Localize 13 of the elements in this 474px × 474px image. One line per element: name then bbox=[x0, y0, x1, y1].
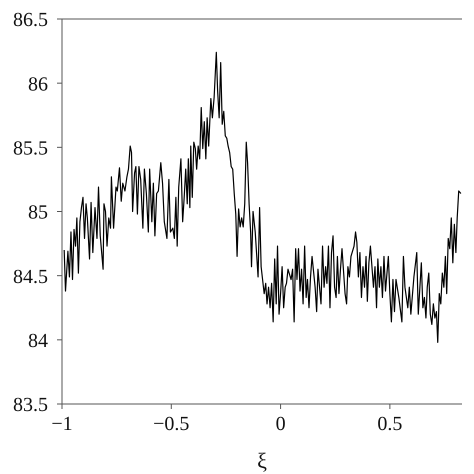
y-tick-label: 84.5 bbox=[13, 266, 48, 288]
y-tick-label: 83.5 bbox=[13, 394, 48, 416]
y-tick-label: 84 bbox=[28, 330, 48, 352]
x-tick-label: −1 bbox=[51, 413, 73, 436]
y-tick-label: 85 bbox=[28, 202, 48, 224]
x-tick-label: 0 bbox=[276, 413, 286, 436]
y-tick-label: 85.5 bbox=[13, 137, 48, 160]
x-axis-title: ξ bbox=[257, 448, 268, 473]
y-tick-label: 86 bbox=[28, 73, 48, 96]
line-series bbox=[64, 52, 462, 343]
y-tick-label: 86.5 bbox=[13, 9, 48, 32]
x-tick-label: 0.5 bbox=[377, 413, 402, 436]
x-tick-label: −0.5 bbox=[153, 413, 190, 436]
